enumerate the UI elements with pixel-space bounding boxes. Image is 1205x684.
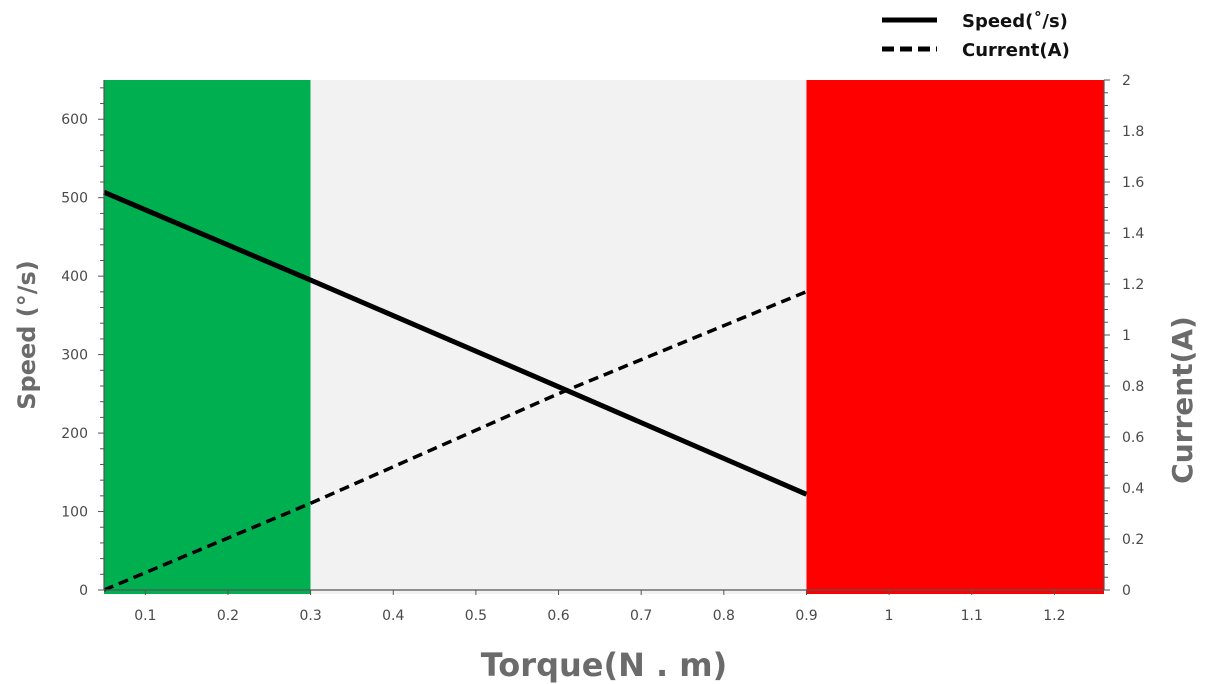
y-right-axis-title: Current(A) xyxy=(1166,316,1199,484)
y-left-tick-label: 200 xyxy=(61,426,88,442)
region-2 xyxy=(806,80,1104,594)
x-tick-label: 0.8 xyxy=(713,608,735,624)
x-tick-label: 0.5 xyxy=(465,608,487,624)
series-line-current xyxy=(103,290,808,592)
legend: Speed(˚/s) Current(A) xyxy=(882,10,1070,61)
y-left-tick-label: 100 xyxy=(61,505,88,521)
axes-layer xyxy=(98,79,1110,595)
y-left-tick-label: 500 xyxy=(61,191,88,207)
series-line-speed xyxy=(103,189,808,497)
x-tick-label: 0.4 xyxy=(382,608,404,624)
x-tick-label: 1.2 xyxy=(1043,608,1065,624)
y-right-tick-label: 0.2 xyxy=(1122,532,1144,548)
x-axis-title: Torque(N . m) xyxy=(481,646,728,684)
y-right-tick-label: 1.6 xyxy=(1122,175,1144,191)
y-right-tick-label: 1.8 xyxy=(1122,124,1144,140)
x-tick-label: 0.1 xyxy=(134,608,156,624)
region-0 xyxy=(104,80,311,594)
x-tick-label: 0.6 xyxy=(547,608,569,624)
y-right-tick-label: 2 xyxy=(1122,73,1131,89)
y-left-tick-label: 0 xyxy=(79,583,88,599)
y-right-tick-label: 0 xyxy=(1122,583,1131,599)
region-1 xyxy=(310,80,873,594)
y-right-tick-label: 1 xyxy=(1122,328,1131,344)
y-left-axis-title: Speed (°/s) xyxy=(13,260,41,410)
y-left-tick-label: 300 xyxy=(61,348,88,364)
labels-layer: 0 100 200 300 400 500 600 0 0.2 0.4 0.6 0.8 1 1.2 1.4 1… xyxy=(13,73,1199,684)
y-left-tick-label: 400 xyxy=(61,269,88,285)
x-tick-label: 1.1 xyxy=(961,608,983,624)
x-tick-label: 0.7 xyxy=(630,608,652,624)
legend-label: Current(A) xyxy=(962,40,1070,61)
y-right-tick-label: 0.4 xyxy=(1122,481,1144,497)
legend-label: Speed(˚/s) xyxy=(962,10,1068,32)
x-tick-label: 0.9 xyxy=(795,608,817,624)
x-tick-label: 0.2 xyxy=(217,608,239,624)
y-left-tick-label: 600 xyxy=(61,112,88,128)
x-tick-label: 0.3 xyxy=(299,608,321,624)
regions-layer xyxy=(104,80,1104,594)
y-right-tick-label: 1.2 xyxy=(1122,277,1144,293)
y-right-tick-label: 1.4 xyxy=(1122,226,1144,242)
y-right-tick-label: 0.8 xyxy=(1122,379,1144,395)
x-tick-label: 1 xyxy=(885,608,894,624)
y-right-tick-label: 0.6 xyxy=(1122,430,1144,446)
